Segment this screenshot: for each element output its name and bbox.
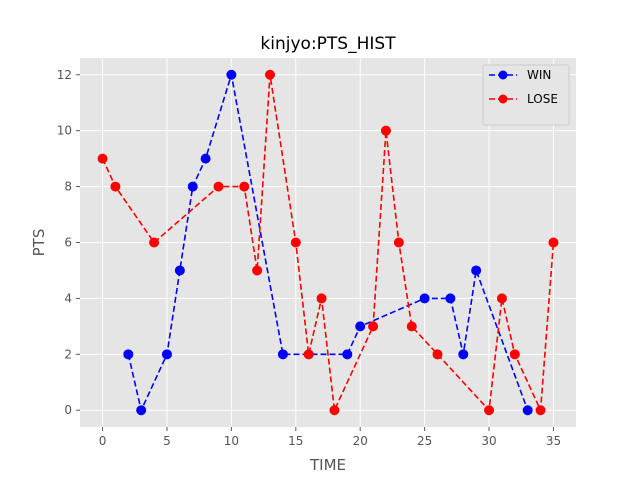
data-point-win	[471, 265, 482, 276]
y-tick-label: 2	[64, 347, 72, 361]
data-point-lose	[239, 181, 250, 192]
y-tick-label: 4	[64, 291, 72, 305]
legend-label-win: WIN	[527, 68, 551, 82]
data-point-lose	[406, 321, 417, 332]
series-line-win	[127, 74, 529, 413]
x-tick-label: 25	[417, 434, 432, 448]
y-axis-label: PTS	[30, 229, 48, 257]
data-point-lose	[252, 265, 263, 276]
data-point-win	[342, 349, 353, 360]
x-tick-label: 10	[224, 434, 239, 448]
x-axis-label: TIME	[309, 456, 346, 474]
legend-marker-lose	[498, 94, 508, 104]
series-layer	[97, 69, 559, 416]
data-point-lose	[380, 125, 391, 136]
y-tick-label: 0	[64, 403, 72, 417]
data-point-win	[226, 69, 237, 80]
data-point-lose	[484, 405, 495, 416]
y-tick-label: 8	[64, 180, 72, 194]
data-point-win	[522, 405, 533, 416]
data-point-win	[458, 349, 469, 360]
data-point-win	[136, 405, 147, 416]
tick-labels: 0 5 10 15 20 25 30 35 0 2 4 6 8 10 12	[57, 68, 561, 448]
data-point-lose	[110, 181, 121, 192]
data-point-lose	[213, 181, 224, 192]
data-point-win	[123, 349, 134, 360]
data-point-win	[445, 293, 456, 304]
data-point-lose	[548, 237, 559, 248]
data-point-win	[277, 349, 288, 360]
data-point-lose	[368, 321, 379, 332]
data-point-lose	[290, 237, 301, 248]
y-tick-label: 12	[57, 68, 72, 82]
data-point-win	[161, 349, 172, 360]
data-point-lose	[496, 293, 507, 304]
data-point-lose	[316, 293, 327, 304]
data-point-lose	[265, 69, 276, 80]
series-line-lose	[101, 74, 555, 414]
series-lose	[97, 69, 559, 416]
data-point-lose	[149, 237, 160, 248]
legend-marker-win	[498, 70, 508, 80]
x-tick-label: 35	[546, 434, 561, 448]
data-point-win	[174, 265, 185, 276]
data-point-lose	[509, 349, 520, 360]
x-tick-label: 20	[353, 434, 368, 448]
data-point-lose	[432, 349, 443, 360]
x-tick-label: 15	[288, 434, 303, 448]
data-point-win	[200, 153, 211, 164]
data-point-lose	[97, 153, 108, 164]
data-point-lose	[303, 349, 314, 360]
chart-title: kinjyo:PTS_HIST	[260, 34, 396, 54]
y-tick-label: 6	[64, 236, 72, 250]
series-win	[123, 69, 533, 416]
x-tick-label: 30	[481, 434, 496, 448]
data-point-lose	[329, 405, 340, 416]
data-point-win	[187, 181, 198, 192]
x-tick-label: 0	[99, 434, 107, 448]
data-point-lose	[393, 237, 404, 248]
legend-label-lose: LOSE	[527, 92, 558, 106]
legend-box	[482, 64, 570, 126]
y-tick-label: 10	[57, 124, 72, 138]
data-point-lose	[535, 405, 546, 416]
legend: WIN LOSE	[482, 64, 570, 126]
data-point-win	[355, 321, 366, 332]
x-tick-label: 5	[163, 434, 171, 448]
data-point-win	[419, 293, 430, 304]
